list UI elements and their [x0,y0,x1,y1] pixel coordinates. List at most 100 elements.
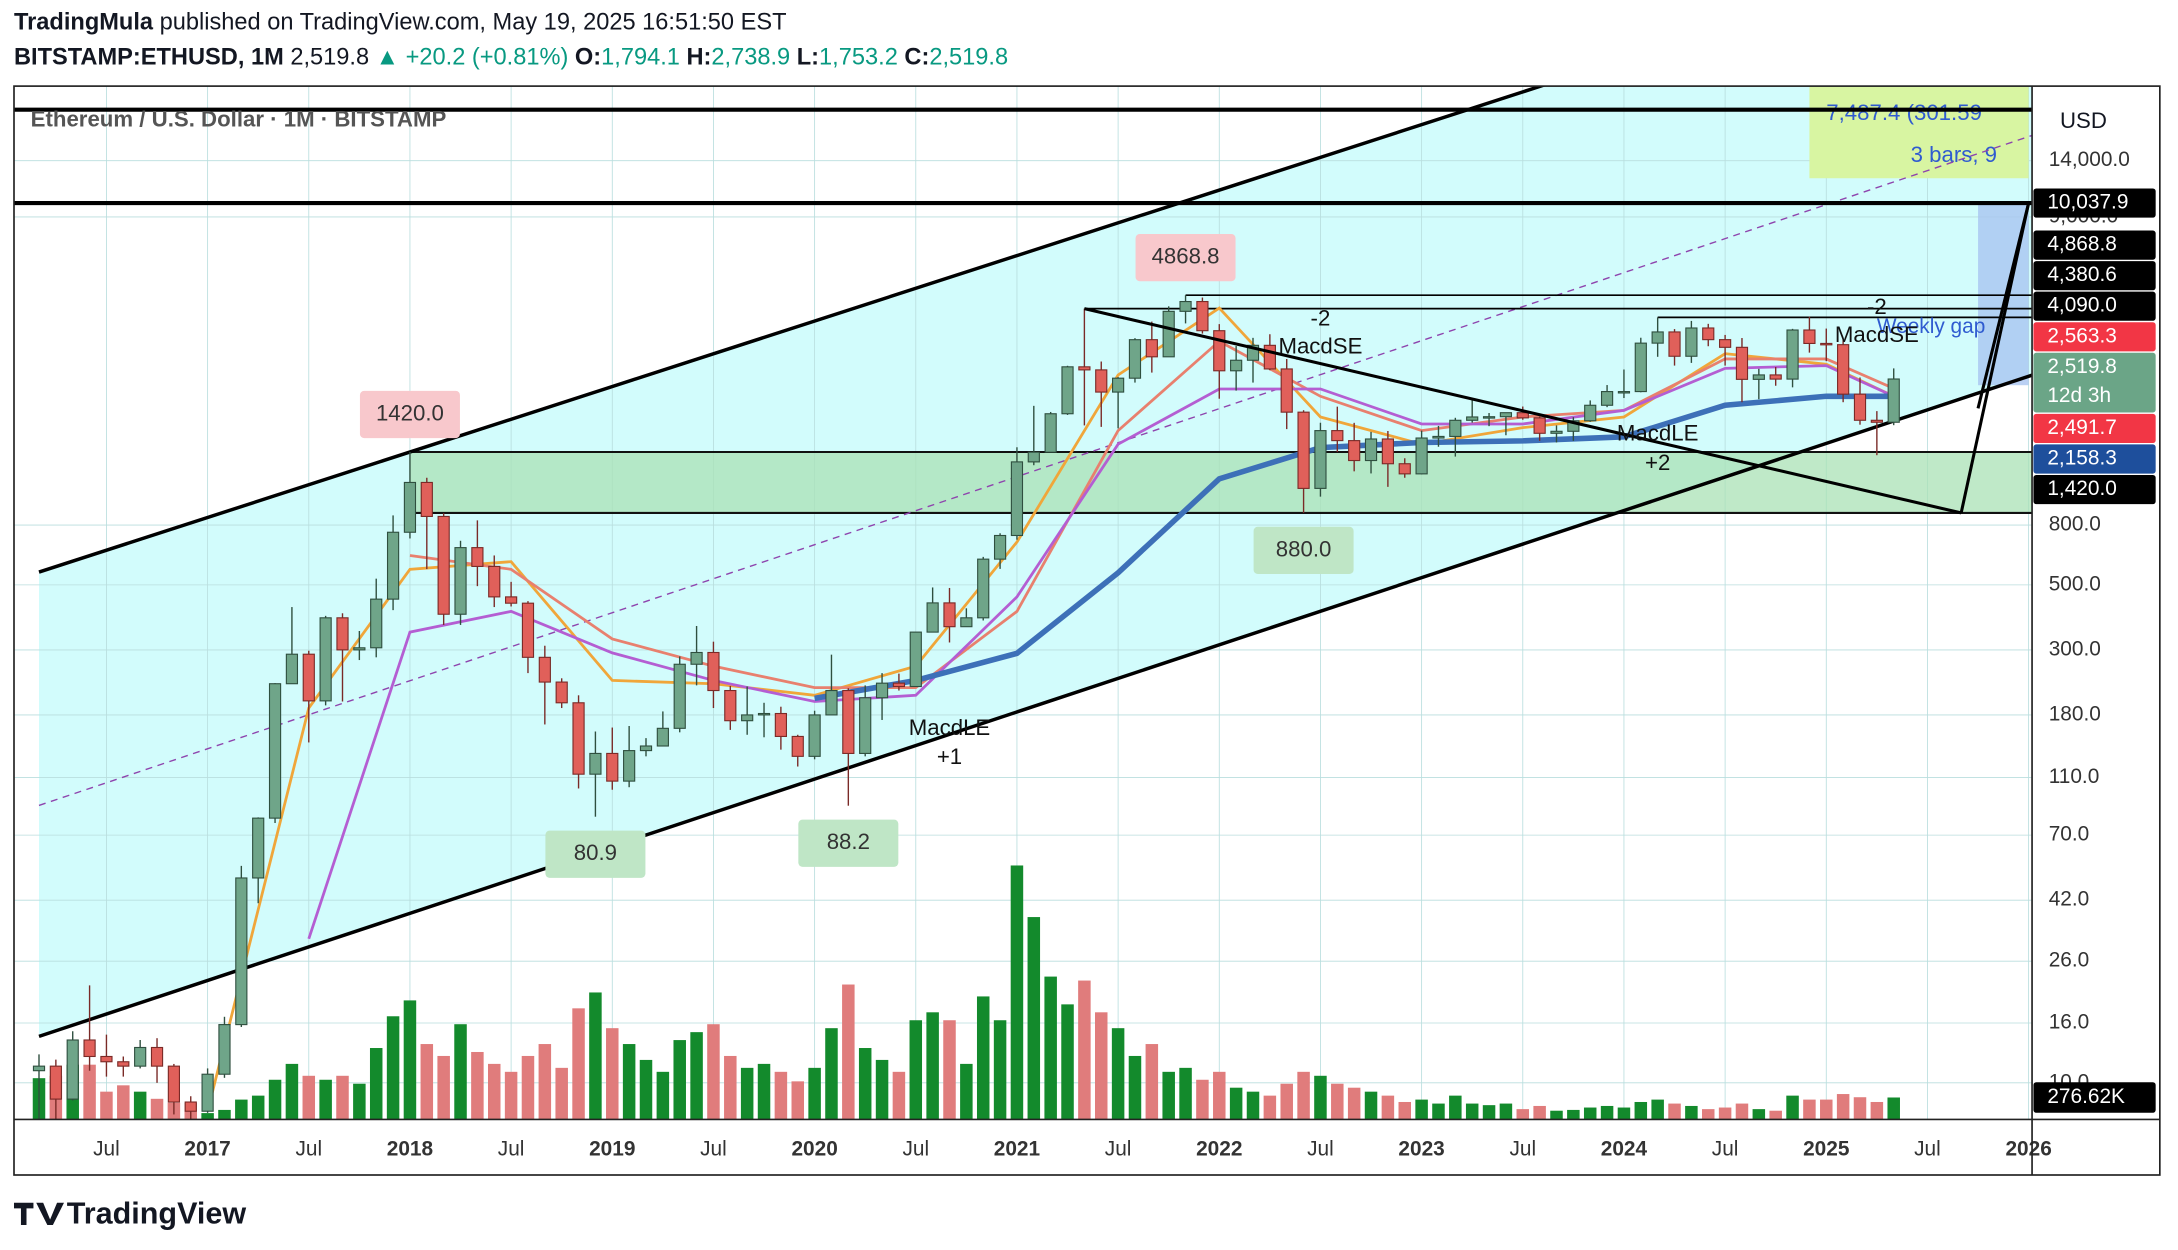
candle-body [1820,342,1833,346]
volume-bar [673,1040,686,1120]
candle-body [555,681,568,704]
candle-body [1348,440,1361,462]
price-callout-text: 88.2 [827,829,870,854]
candle-body [1668,331,1681,357]
volume-bar [1668,1103,1681,1120]
moving-average [307,364,1895,940]
volume-bar [1718,1107,1732,1120]
price-label [2033,444,2156,474]
support-zone [409,452,2033,513]
volume-bar [218,1109,231,1120]
ohlc-value: 1,794.1 [601,45,680,71]
candle-body [1887,378,1900,423]
volume-bar [420,1044,434,1120]
x-tick-label: 2025 [1803,1138,1849,1161]
x-tick-label: 2026 [2005,1138,2051,1161]
volume-bar [656,1071,670,1120]
candle-body [353,647,366,651]
price-label-text: 2,491.7 [2047,416,2117,439]
volume-bar [285,1063,299,1120]
volume-bar [1128,1055,1142,1120]
volume-bar [1752,1109,1766,1120]
candle-body [1769,374,1782,380]
volume-bar [1449,1095,1462,1120]
trend-line [1976,202,2031,409]
volume-bar [1061,1004,1074,1120]
volume-bar [1229,1087,1243,1120]
candle-body [336,617,349,651]
x-tick-label: 2020 [791,1138,837,1161]
candle-body [859,697,872,754]
x-tick-label: 2022 [1196,1138,1242,1161]
volume-bar [875,1059,889,1120]
chart-frame [13,85,2161,1176]
logo-mark [14,1202,64,1225]
candle-body [302,653,315,702]
candle-body [1027,451,1040,463]
ohlc-key: H: [687,45,712,71]
candle-body [1449,419,1462,437]
volume-bar [1887,1097,1900,1120]
y-tick-label: 110.0 [2049,765,2100,788]
ohlc-key: C: [904,45,929,71]
x-tick-label: Jul [498,1138,525,1161]
x-tick-label: 2018 [387,1138,433,1161]
y-tick-label: 180.0 [2049,702,2101,725]
volume-bar [1465,1103,1479,1120]
price-label [2033,322,2156,352]
volume-bar [1415,1099,1428,1120]
candle-body [420,481,433,517]
signal-count: +2 [1645,450,1670,475]
candle-body [538,656,551,683]
volume-bar [1078,980,1091,1120]
measure-text: 3 bars, 9 [1911,142,1997,167]
volume-bar [825,1028,838,1120]
symbol: BITSTAMP:ETHUSD, 1M [14,45,284,71]
y-tick-label: 16.0 [2049,1011,2090,1034]
candle-body [639,745,653,752]
candle-body [1584,404,1597,422]
candle-body [252,817,265,879]
volume-bar [1836,1094,1850,1120]
volume-bar [690,1032,703,1120]
volume-bar [960,1063,973,1120]
volume-bar [1162,1071,1175,1120]
volume-label-text: 276.62K [2047,1085,2125,1108]
symbol-line: BITSTAMP:ETHUSD, 1M 2,519.8 ▲ +20.2 (+0.… [14,45,1008,71]
candle-body [1752,374,1765,380]
candle-body [1398,463,1411,475]
volume-bar [1196,1079,1209,1120]
candle-body [1719,339,1732,348]
measure-text: 7,487.4 (301.59 [1826,100,1982,125]
x-tick-label: Jul [93,1138,120,1161]
candle-body [1179,300,1192,312]
candle-body [1803,329,1816,345]
volume-bar [100,1091,113,1120]
candle-body [1162,310,1175,358]
volume-bar [976,996,990,1120]
signal-count: -2 [1867,294,1887,319]
candle-body [690,651,703,665]
price-label-text: 2,519.8 [2047,355,2117,378]
price-label [2033,291,2156,321]
volume-bar [1482,1105,1496,1120]
candle-body [1786,329,1799,380]
volume-bar [724,1055,737,1120]
volume-bar [1179,1067,1192,1120]
candle-body [1331,430,1344,442]
y-tick-label: 70.0 [2049,823,2090,846]
chart-title: Ethereum / U.S. Dollar · 1M · BITSTAMP [31,107,447,132]
candle-body [117,1061,130,1067]
candle-body [83,1039,96,1058]
candle-body [505,596,518,604]
candle-body [842,689,855,754]
ohlc-value: 1,753.2 [819,45,898,71]
volume-bar [1213,1071,1226,1120]
candle-body [218,1024,231,1075]
volume-bar [1870,1101,1884,1120]
change: ▲ +20.2 (+0.81%) [376,45,569,71]
volume-bar [606,1028,619,1120]
volume-bar [1803,1099,1816,1120]
candle-body [454,547,467,615]
candle-body [403,481,417,533]
